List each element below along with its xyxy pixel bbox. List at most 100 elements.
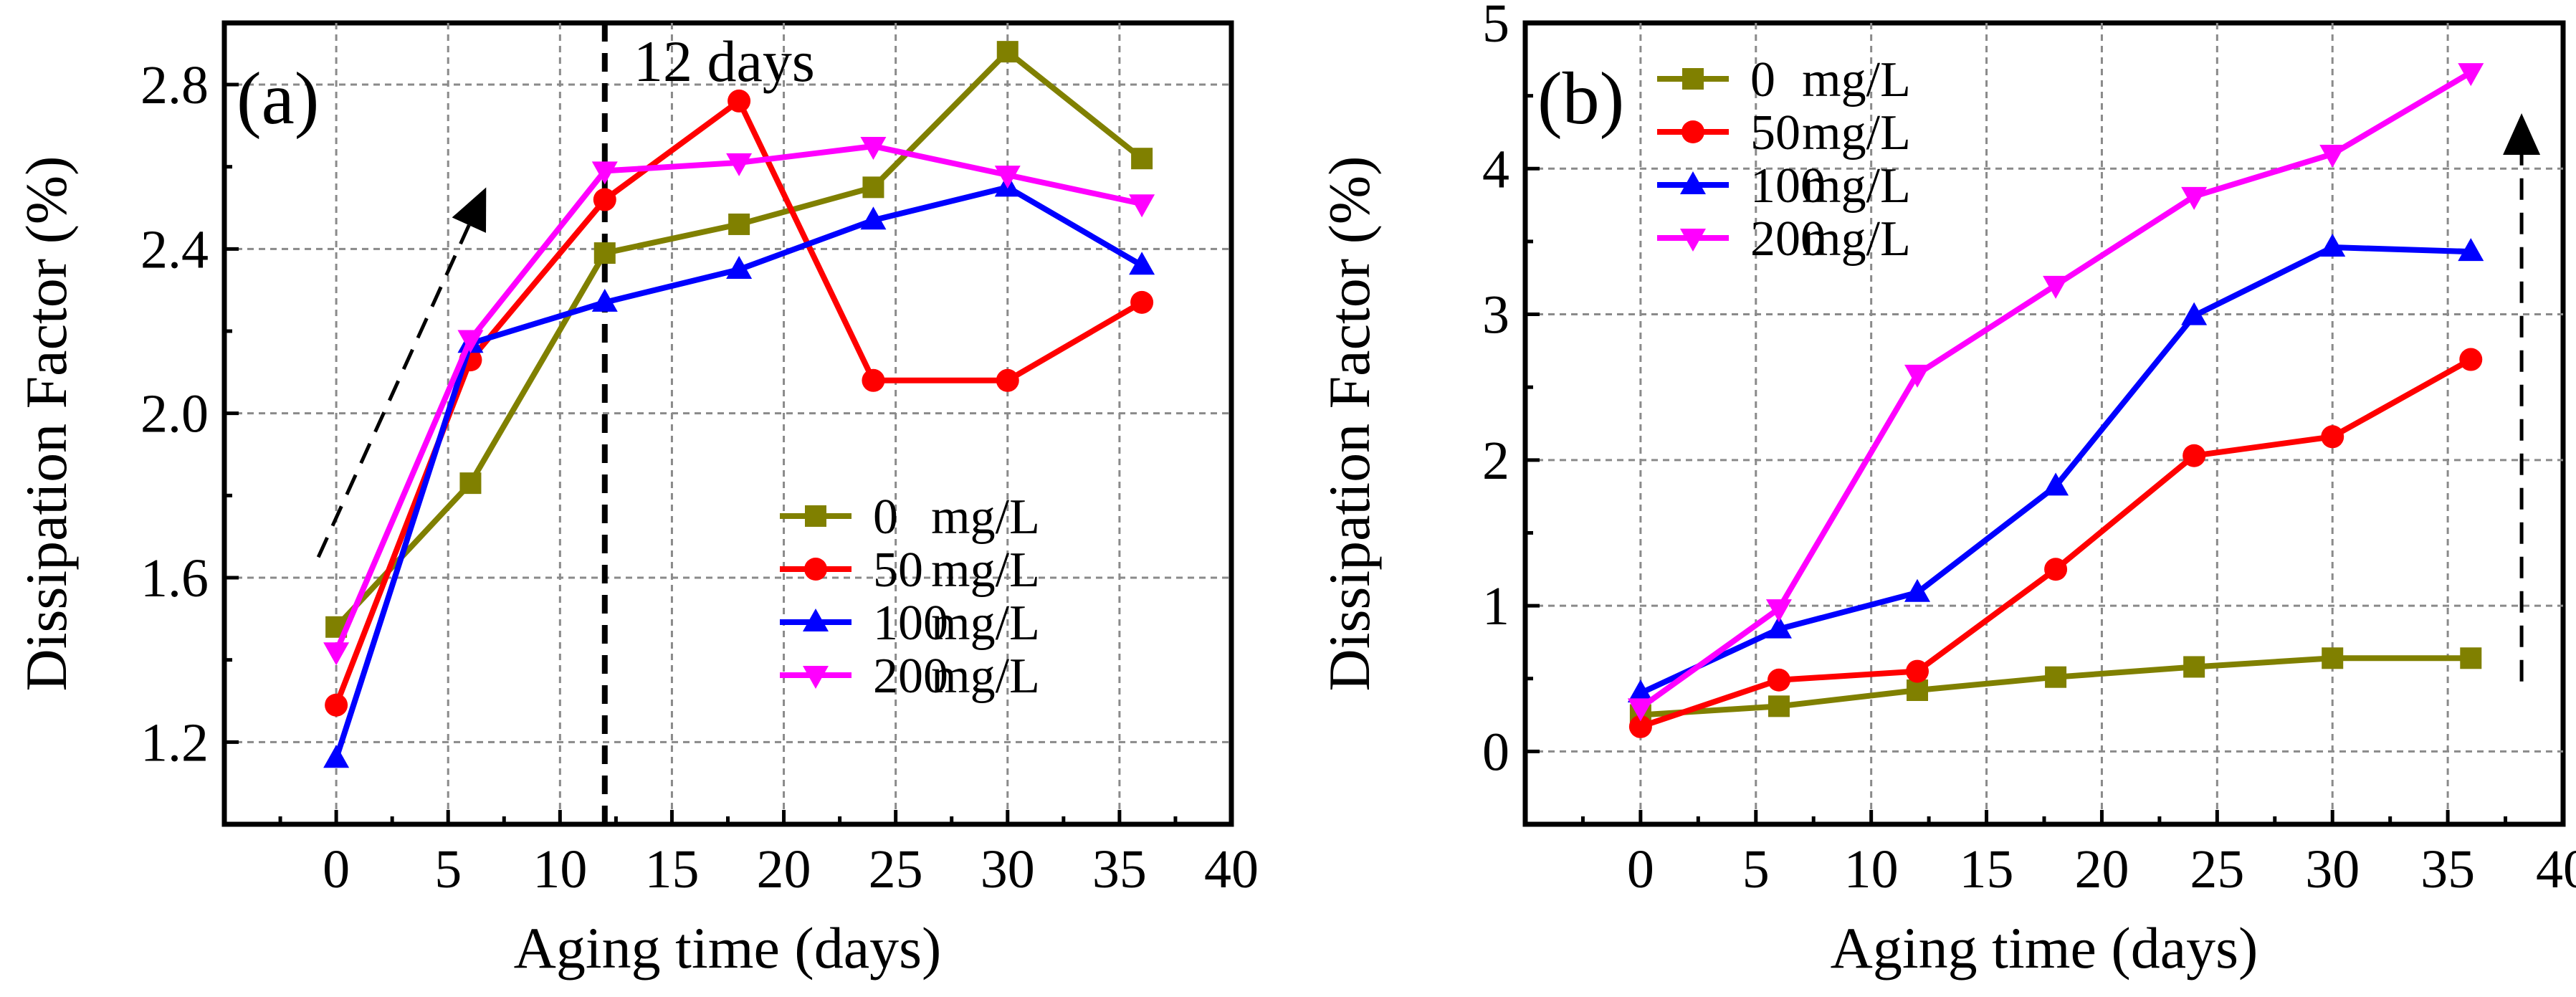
- data-point-50-mg-l: [2321, 425, 2344, 449]
- y-tick-label: 2: [1482, 431, 1509, 491]
- y-tick-label: 1: [1482, 576, 1509, 636]
- x-tick-label: 10: [1844, 839, 1899, 900]
- panel-b-ticks: [1523, 21, 2565, 826]
- x-tick-label: 20: [757, 839, 811, 900]
- y-tick-label: 4: [1482, 139, 1509, 199]
- data-point-200-mg-l: [1627, 698, 1654, 722]
- x-tick-label: 0: [323, 839, 350, 900]
- data-point-200-mg-l: [726, 153, 753, 176]
- legend-unit-200: mg/L: [1802, 211, 1911, 267]
- x-tick-label: 5: [1742, 839, 1770, 900]
- legend-label-100: 100: [1750, 158, 1826, 214]
- panel-a-ticks: [222, 82, 1234, 826]
- data-point-200-mg-l: [2043, 275, 2069, 299]
- y-tick-label: 1.2: [140, 712, 209, 773]
- legend-label-0: 0: [873, 490, 898, 545]
- data-point-50-mg-l: [593, 188, 616, 211]
- data-point-100-mg-l: [323, 745, 350, 768]
- data-point-100-mg-l: [2458, 238, 2484, 262]
- x-tick-label: 20: [2074, 839, 2129, 900]
- legend-unit-50: mg/L: [931, 543, 1040, 598]
- data-point-50-mg-l: [1906, 659, 1929, 683]
- data-point-50-mg-l: [862, 368, 885, 392]
- legend-marker-50: [804, 558, 827, 581]
- data-point-50-mg-l: [1767, 668, 1790, 692]
- panel-b-plot-area: [1522, 20, 2566, 827]
- data-point-100-mg-l: [1627, 679, 1654, 703]
- panel-a-annotation-12-days: 12 days: [634, 29, 815, 94]
- legend-label-200: 200: [1750, 211, 1826, 267]
- legend-marker-200: [803, 666, 829, 689]
- panel-a-plot-area: [221, 20, 1234, 827]
- x-tick-label: 40: [2536, 839, 2576, 900]
- data-point-0-mg-l: [1907, 679, 1929, 701]
- x-tick-label: 10: [533, 839, 587, 900]
- data-point-200-mg-l: [2181, 186, 2208, 210]
- y-tick-label: 2.0: [140, 384, 209, 444]
- x-tick-label: 30: [2305, 839, 2360, 900]
- data-point-50-mg-l: [996, 368, 1019, 392]
- panel-b-x-axis-label: Aging time (days): [1831, 915, 2258, 981]
- legend-marker-0: [805, 505, 826, 527]
- data-point-50-mg-l: [2183, 444, 2206, 467]
- data-point-0-mg-l: [2045, 666, 2067, 688]
- panel-a-series: [323, 41, 1155, 768]
- legend-label-0: 0: [1750, 52, 1775, 108]
- legend-marker-200: [1680, 229, 1706, 252]
- x-tick-label: 25: [2190, 839, 2244, 900]
- y-tick-label: 2.4: [140, 219, 209, 280]
- data-point-0-mg-l: [2460, 647, 2482, 669]
- panel-a: 0 5 10 15 20 25 30 35 40 1.2 1.6 2.0 2.4 2.8 0 mg/L50 m…: [14, 20, 1259, 981]
- x-tick-label: 5: [434, 839, 462, 900]
- x-tick-label: 25: [869, 839, 923, 900]
- data-point-50-mg-l: [325, 693, 348, 717]
- legend-marker-100: [803, 609, 829, 631]
- panel-a-tick-labels: 0 5 10 15 20 25 30 35 40 1.2 1.6 2.0 2.4 2.8: [140, 55, 1259, 900]
- y-tick-label: 0: [1482, 722, 1509, 782]
- data-point-100-mg-l: [1765, 615, 1792, 639]
- panel-a-y-axis-label: Dissipation Factor (%): [14, 156, 79, 692]
- data-point-100-mg-l: [2319, 234, 2346, 257]
- data-point-100-mg-l: [1129, 252, 1155, 275]
- data-point-100-mg-l: [726, 256, 753, 279]
- data-point-50-mg-l: [2044, 558, 2068, 581]
- data-point-200-mg-l: [994, 166, 1021, 189]
- panel-a-annotations: [316, 23, 608, 824]
- panel-a-grid: [224, 23, 1231, 824]
- data-point-0-mg-l: [2183, 656, 2205, 678]
- data-point-0-mg-l: [728, 213, 750, 235]
- data-point-50-mg-l: [1628, 715, 1652, 738]
- data-point-0-mg-l: [593, 242, 616, 264]
- y-tick-label: 3: [1482, 285, 1509, 345]
- data-point-0-mg-l: [2322, 647, 2344, 669]
- x-tick-label: 40: [1204, 839, 1259, 900]
- panel-b-y-axis-label: Dissipation Factor (%): [1317, 156, 1382, 692]
- legend-unit-0: mg/L: [1802, 52, 1911, 108]
- x-tick-label: 30: [981, 839, 1035, 900]
- data-point-0-mg-l: [1131, 148, 1153, 170]
- x-tick-label: 15: [1960, 839, 2014, 900]
- data-point-100-mg-l: [591, 288, 618, 312]
- data-point-200-mg-l: [860, 137, 887, 160]
- legend-label-50: 50: [873, 543, 923, 598]
- trend-arrow-line: [316, 224, 471, 558]
- legend-unit-100: mg/L: [931, 596, 1040, 651]
- legend-unit-100: mg/L: [1802, 158, 1911, 214]
- x-tick-label: 15: [644, 839, 699, 900]
- data-point-0-mg-l: [862, 176, 884, 199]
- panel-b-tick-labels: 0 5 10 15 20 25 30 35 40 0 1 2 3 4 5: [1482, 0, 2576, 900]
- data-point-0-mg-l: [1768, 695, 1790, 717]
- legend-label-100: 100: [873, 596, 948, 651]
- data-point-50-mg-l: [728, 89, 751, 113]
- trend-arrow-head: [452, 187, 487, 233]
- panel-b: 0510152025303540012345 0mg/L50mg/L100mg/…: [1317, 0, 2576, 981]
- data-point-200-mg-l: [323, 642, 350, 666]
- data-point-100-mg-l: [1904, 578, 1931, 602]
- data-point-100-mg-l: [2181, 302, 2208, 325]
- x-tick-label: 35: [2420, 839, 2475, 900]
- panel-b-series: [1627, 63, 2484, 738]
- data-point-50-mg-l: [1130, 290, 1154, 314]
